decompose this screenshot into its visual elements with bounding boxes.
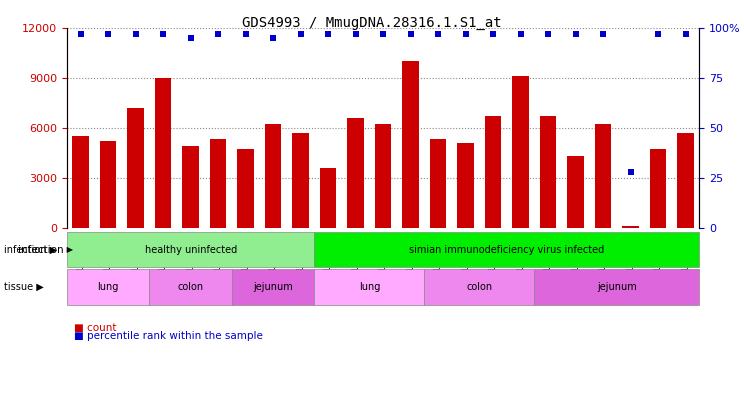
Bar <box>650 149 667 228</box>
Point <box>295 30 307 37</box>
Text: simian immunodeficiency virus infected: simian immunodeficiency virus infected <box>409 244 605 255</box>
Text: jejunum: jejunum <box>597 282 637 292</box>
Bar <box>265 124 281 228</box>
Point <box>102 30 114 37</box>
Text: jejunum: jejunum <box>253 282 293 292</box>
Bar <box>155 78 171 228</box>
Point <box>405 30 417 37</box>
Bar <box>375 124 391 228</box>
Point <box>377 30 389 37</box>
Bar <box>182 146 199 228</box>
Text: healthy uninfected: healthy uninfected <box>144 244 237 255</box>
Point <box>542 30 554 37</box>
Text: colon: colon <box>466 282 493 292</box>
Text: lung: lung <box>359 282 380 292</box>
Text: lung: lung <box>97 282 119 292</box>
Point <box>625 169 637 175</box>
Text: ■ count: ■ count <box>74 323 117 333</box>
Bar <box>677 133 694 228</box>
Point <box>185 35 196 41</box>
Point <box>680 30 692 37</box>
Point <box>515 30 527 37</box>
Point <box>432 30 444 37</box>
Point <box>267 35 279 41</box>
Point <box>570 30 582 37</box>
Bar <box>237 149 254 228</box>
Text: GDS4993 / MmugDNA.28316.1.S1_at: GDS4993 / MmugDNA.28316.1.S1_at <box>243 16 501 30</box>
Point <box>460 30 472 37</box>
Point <box>212 30 224 37</box>
Bar <box>292 133 309 228</box>
Bar <box>210 140 226 228</box>
Point <box>652 30 664 37</box>
Text: ▶: ▶ <box>64 245 73 254</box>
Bar <box>72 136 89 228</box>
Text: ■ percentile rank within the sample: ■ percentile rank within the sample <box>74 331 263 341</box>
Bar <box>568 156 584 228</box>
Point <box>157 30 169 37</box>
Point <box>129 30 141 37</box>
Bar <box>458 143 474 228</box>
Bar <box>540 116 557 228</box>
Point <box>74 30 86 37</box>
Text: infection ▶: infection ▶ <box>4 244 57 255</box>
Bar <box>403 61 419 228</box>
Bar <box>127 108 144 228</box>
Bar <box>100 141 117 228</box>
Bar <box>430 140 446 228</box>
Point <box>487 30 499 37</box>
Bar <box>320 168 336 228</box>
Bar <box>347 118 364 228</box>
Point <box>350 30 362 37</box>
Text: colon: colon <box>178 282 204 292</box>
Point <box>322 30 334 37</box>
Text: tissue ▶: tissue ▶ <box>4 282 43 292</box>
Point <box>597 30 609 37</box>
Bar <box>623 226 639 228</box>
Bar <box>513 76 529 228</box>
Bar <box>595 124 612 228</box>
Point <box>240 30 251 37</box>
Bar <box>485 116 501 228</box>
Text: infection: infection <box>18 244 63 255</box>
